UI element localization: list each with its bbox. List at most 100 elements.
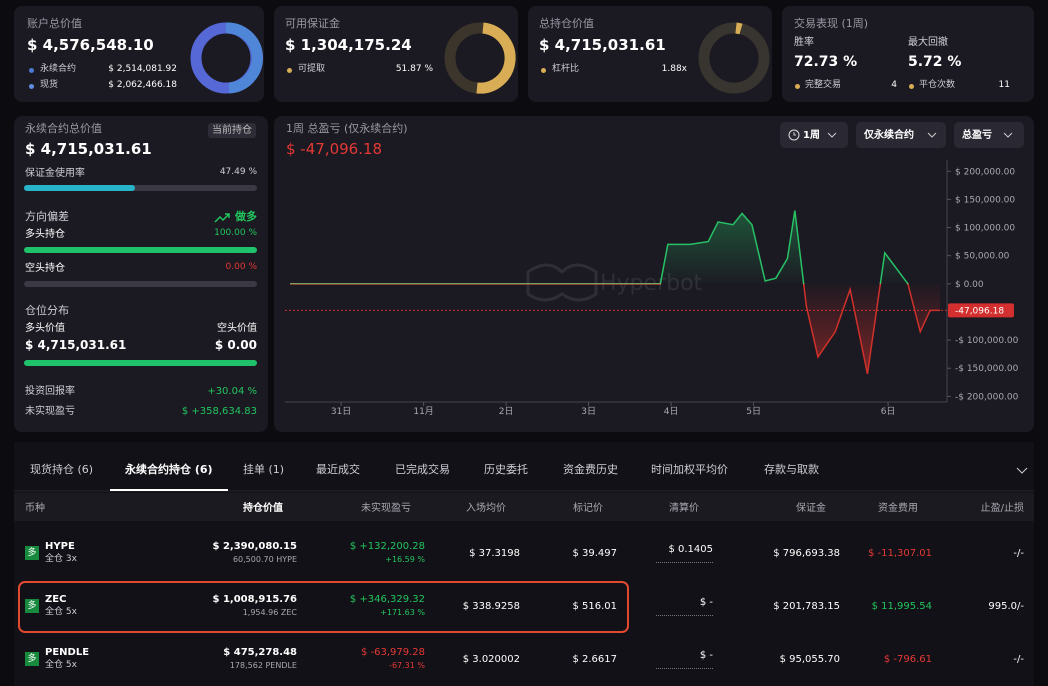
cell: 995.0/-: [988, 600, 1024, 612]
cell: $ -796.61: [883, 653, 932, 665]
column-header[interactable]: 资金费用: [878, 502, 918, 514]
column-header[interactable]: 入场均价: [466, 502, 506, 514]
section-title: 仓位分布: [25, 303, 69, 317]
y-tick-label: $ 100,000.00: [955, 224, 1015, 234]
cell-sub: -67.31 %: [389, 660, 425, 670]
cell: $ +132,200.28: [349, 540, 425, 552]
item-label: 平仓次数: [919, 80, 956, 91]
label: 47.49 %: [219, 167, 257, 178]
mode: 全仓 5x: [45, 607, 77, 618]
column-header[interactable]: 止盈/止损: [980, 502, 1024, 514]
clock-icon: [788, 129, 800, 141]
label: 投资回报率: [25, 385, 75, 397]
tab[interactable]: 现货持仓 (6): [30, 462, 94, 476]
tab[interactable]: 存款与取款: [764, 462, 819, 476]
label: 未实现盈亏: [25, 405, 75, 417]
dot: [28, 83, 34, 89]
watermark-logo: [526, 263, 598, 302]
tab[interactable]: 已完成交易: [395, 462, 450, 476]
item-value: $ 2,062,466.18: [108, 80, 177, 91]
label: 多头持仓: [25, 228, 65, 240]
item-value: 11: [998, 80, 1010, 91]
dropdown[interactable]: [780, 122, 848, 148]
item-label: 永续合约: [40, 64, 77, 75]
y-tick-label: $ 150,000.00: [955, 195, 1015, 205]
label: 空头价值: [217, 322, 257, 334]
tab[interactable]: 资金费历史: [563, 462, 618, 476]
mode: 全仓 3x: [45, 554, 77, 565]
x-tick-label: 11月: [413, 406, 433, 417]
coin: HYPE: [45, 540, 75, 552]
dropdown-label[interactable]: 仅永续合约: [864, 129, 914, 141]
tab[interactable]: 永续合约持仓 (6): [125, 462, 213, 476]
cell: $ 1,008,915.76: [212, 593, 297, 605]
table-panel: [14, 442, 1034, 686]
dot: [540, 67, 546, 73]
dot: [28, 67, 34, 73]
donut-ring: [698, 22, 770, 94]
column-header[interactable]: 标记价: [573, 502, 603, 514]
metric-value: 72.73 %: [794, 53, 858, 70]
cell: $ 95,055.70: [779, 653, 840, 665]
cell: $ +346,329.32: [349, 593, 425, 605]
cell-sub: +171.63 %: [380, 607, 425, 617]
highlight-box: [18, 581, 629, 633]
cell: $ 39.497: [572, 547, 617, 559]
cell: $ 201,783.15: [773, 600, 840, 612]
item-value: 4: [891, 80, 897, 91]
label: 0.00 %: [225, 262, 257, 273]
chevron: [793, 132, 1028, 474]
card-title: 交易表现 (1周): [794, 16, 869, 30]
metric-label: 最大回撤: [908, 36, 948, 48]
card-title: 总持仓价值: [539, 16, 594, 30]
column-header[interactable]: 清算价: [669, 502, 699, 514]
mode: 全仓 5x: [45, 660, 77, 671]
donut-segment: [225, 22, 264, 94]
donut-segment: [476, 22, 516, 94]
cell-sub: 1,954.96 ZEC: [242, 607, 297, 617]
column-header[interactable]: 未实现盈亏: [361, 502, 411, 514]
cell: $ 338.9258: [462, 600, 520, 612]
y-tick-label: -$ 100,000.00: [955, 336, 1019, 346]
progress-fill: [24, 185, 135, 191]
card-value: $ 1,304,175.24: [285, 36, 412, 55]
cell: -/-: [1013, 547, 1024, 559]
x-tick-label: 5日: [746, 406, 761, 417]
column-header[interactable]: 保证金: [796, 502, 826, 514]
tab[interactable]: 时间加权平均价: [651, 462, 728, 476]
cell: $ 0.1405: [668, 543, 713, 555]
tab[interactable]: 历史委托: [484, 462, 528, 476]
dropdown[interactable]: [954, 122, 1024, 148]
cell: $ 796,693.38: [773, 547, 840, 559]
column-header[interactable]: 持仓价值: [243, 502, 283, 514]
panel-title: 永续合约总价值: [25, 121, 102, 135]
item-value: 51.87 %: [395, 64, 433, 75]
chart-panel: [274, 116, 1034, 432]
dropdown[interactable]: [856, 122, 946, 148]
label: 100.00 %: [214, 228, 257, 239]
label: $ 4,715,031.61: [25, 338, 127, 353]
card-title: 账户总价值: [27, 16, 82, 30]
current-badge: [948, 303, 1014, 318]
dropdown-label[interactable]: 总盈亏: [962, 129, 992, 141]
cell-sub: 178,562 PENDLE: [229, 660, 297, 670]
cell: -/-: [1013, 653, 1024, 665]
tab[interactable]: 最近成交: [316, 462, 360, 476]
tab[interactable]: 挂单 (1): [243, 462, 285, 476]
cell: $ 2,390,080.15: [212, 540, 297, 552]
y-tick-label: $ 0.00: [955, 280, 984, 290]
dotted-underline: [656, 615, 713, 616]
label: +30.04 %: [207, 385, 257, 397]
dot: [286, 67, 292, 73]
panel-value: $ 4,715,031.61: [25, 140, 152, 159]
item-label: 现货: [40, 80, 59, 91]
label: $ +358,634.83: [181, 405, 257, 417]
dropdown-label[interactable]: 1周: [803, 129, 820, 141]
card-title: 可用保证金: [285, 16, 340, 30]
side-badge: 多: [25, 546, 39, 560]
cell: $ -: [699, 596, 713, 608]
y-tick-label: -$ 200,000.00: [955, 392, 1019, 402]
dot: [908, 83, 914, 89]
x-tick-label: 6日: [881, 406, 896, 417]
